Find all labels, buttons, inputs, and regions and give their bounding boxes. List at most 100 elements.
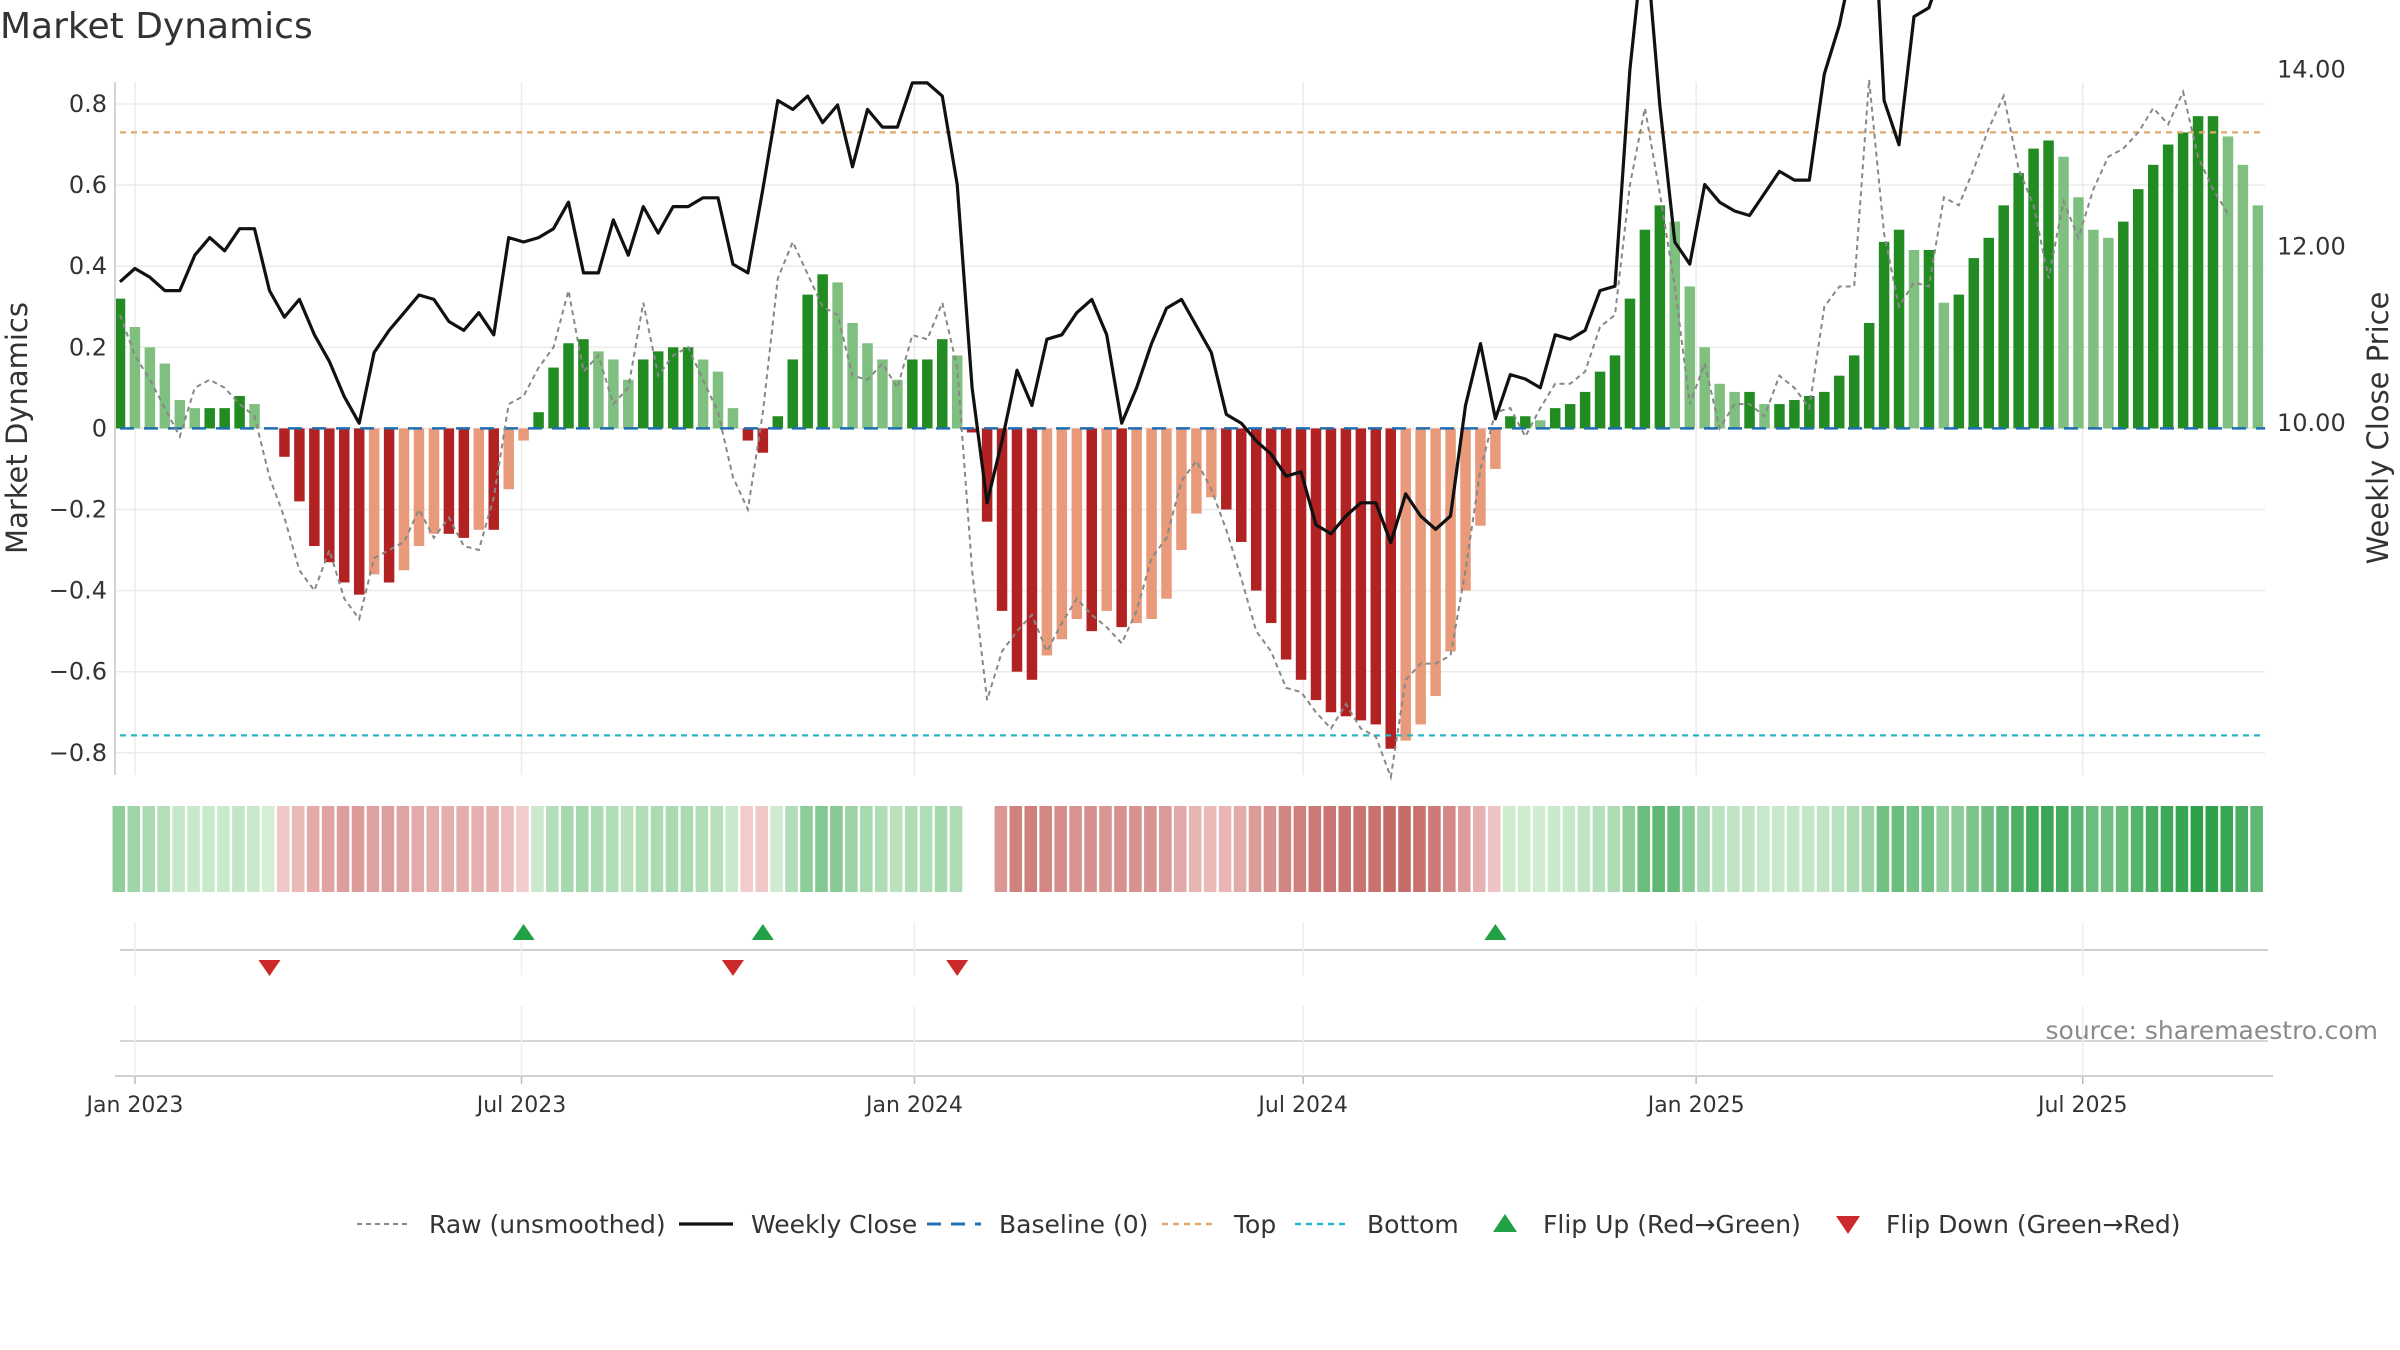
dynamics-bar-116 <box>1848 355 1860 429</box>
legend-item-flip_down: Flip Down (Green→Red) <box>1836 1210 2181 1239</box>
dynamics-bar-28 <box>533 412 544 429</box>
heat-cell-132 <box>2085 806 2099 892</box>
heat-cell-77 <box>1263 806 1277 892</box>
heat-cell-90 <box>1458 806 1471 892</box>
heat-cell-138 <box>2175 806 2189 892</box>
dynamics-bar-90 <box>1460 428 1471 591</box>
heat-cell-8 <box>232 806 245 892</box>
heat-cell-70 <box>1159 806 1172 892</box>
heat-cell-26 <box>501 806 514 892</box>
heat-cell-82 <box>1338 806 1351 892</box>
heat-cell-125 <box>1981 806 1994 892</box>
dynamics-bar-117 <box>1863 322 1875 429</box>
x-tick-label-4: Jan 2025 <box>1646 1093 1745 1118</box>
dynamics-bar-54 <box>922 359 933 429</box>
legend-swatch-flip-up <box>1493 1214 1517 1232</box>
dynamics-bar-98 <box>1579 391 1591 429</box>
heat-cell-60 <box>1009 806 1023 892</box>
legend-item-bottom: Bottom <box>1295 1210 1459 1239</box>
dynamics-bar-36 <box>652 351 664 429</box>
legend-label-close: Weekly Close <box>751 1210 917 1239</box>
legend-item-flip_up: Flip Up (Red→Green) <box>1493 1210 1801 1239</box>
dynamics-bar-76 <box>1250 428 1262 591</box>
dynamics-bar-96 <box>1549 408 1561 429</box>
heat-cell-134 <box>2115 806 2129 892</box>
heat-cell-31 <box>575 806 589 892</box>
heat-cell-40 <box>710 806 724 892</box>
dynamics-bar-21 <box>428 428 440 534</box>
dynamics-bar-39 <box>697 359 709 429</box>
heat-cell-79 <box>1293 806 1307 892</box>
dynamics-bar-45 <box>787 359 798 429</box>
heat-cell-104 <box>1667 806 1680 892</box>
heat-cell-117 <box>1861 806 1875 892</box>
dynamics-bar-127 <box>2013 172 2024 429</box>
heat-cell-130 <box>2056 806 2069 892</box>
dynamics-bar-88 <box>1430 428 1441 697</box>
legend-label-bottom: Bottom <box>1367 1210 1459 1239</box>
heat-cell-71 <box>1173 806 1187 892</box>
heat-cell-72 <box>1188 806 1202 892</box>
dynamics-bar-59 <box>996 428 1008 611</box>
heat-cell-127 <box>2011 806 2024 892</box>
dynamics-bar-66 <box>1101 428 1112 611</box>
dynamics-bar-140 <box>2207 116 2219 429</box>
dynamics-bar-34 <box>623 379 634 429</box>
heat-cell-22 <box>441 806 454 892</box>
heat-cell-108 <box>1727 806 1740 892</box>
heat-cell-140 <box>2205 806 2219 892</box>
dynamics-bar-112 <box>1789 400 1800 429</box>
heat-cell-53 <box>904 806 918 892</box>
dynamics-bar-95 <box>1535 420 1546 429</box>
dynamics-bar-24 <box>473 428 485 530</box>
heat-cell-20 <box>411 806 425 892</box>
dynamics-bar-92 <box>1490 428 1501 469</box>
dynamics-bar-71 <box>1176 428 1187 551</box>
heat-cell-23 <box>456 806 469 892</box>
left-axis-ticks: 0.8 0.6 0.4 0.2 0 −0.2 −0.4 −0.6 −0.8 <box>49 90 107 767</box>
dynamics-bar-58 <box>981 428 993 522</box>
weekly-close-line <box>118 0 1934 545</box>
flip-down-marker-0 <box>258 960 281 976</box>
heat-cell-106 <box>1697 806 1710 892</box>
dynamics-bar-84 <box>1370 428 1382 725</box>
dynamics-bar-62 <box>1041 428 1053 656</box>
heat-cell-28 <box>531 806 544 892</box>
legend-label-flip_down: Flip Down (Green→Red) <box>1886 1210 2181 1239</box>
dynamics-bar-89 <box>1445 428 1456 652</box>
x-tick-label-5: Jul 2025 <box>2036 1093 2128 1118</box>
heat-cell-74 <box>1218 806 1232 892</box>
heat-cell-59 <box>994 806 1008 892</box>
dynamics-bar-1 <box>129 327 141 429</box>
legend-item-baseline: Baseline (0) <box>927 1210 1148 1239</box>
legend-label-baseline: Baseline (0) <box>999 1210 1148 1239</box>
heat-cell-3 <box>157 806 170 892</box>
heat-cell-15 <box>336 806 350 892</box>
left-tick-label-4: 0 <box>92 414 107 442</box>
flip-up-marker-1 <box>751 924 774 940</box>
dynamics-bar-118 <box>1878 241 1890 429</box>
dynamics-bar-115 <box>1834 375 1845 429</box>
dynamics-bar-2 <box>144 347 156 429</box>
heat-cell-94 <box>1517 806 1531 892</box>
heat-cell-139 <box>2190 806 2204 892</box>
heat-cell-83 <box>1353 806 1366 892</box>
x-tick-label-2: Jan 2024 <box>864 1093 963 1118</box>
heat-cell-100 <box>1607 806 1621 892</box>
heat-cell-50 <box>860 806 873 892</box>
legend-item-raw: Raw (unsmoothed) <box>357 1210 666 1239</box>
heat-cell-116 <box>1846 806 1860 892</box>
heat-cell-80 <box>1308 806 1322 892</box>
heat-cell-84 <box>1368 806 1381 892</box>
heat-cell-17 <box>366 806 380 892</box>
heat-cell-89 <box>1443 806 1456 892</box>
heat-cell-66 <box>1099 806 1112 892</box>
dynamics-bar-38 <box>682 347 694 429</box>
dynamics-bar-33 <box>608 359 619 429</box>
heat-cell-75 <box>1233 806 1247 892</box>
heat-cell-136 <box>2145 806 2159 892</box>
dynamics-bar-85 <box>1385 428 1396 749</box>
dynamics-bar-67 <box>1116 428 1127 628</box>
x-tick-label-1: Jul 2023 <box>475 1093 567 1118</box>
